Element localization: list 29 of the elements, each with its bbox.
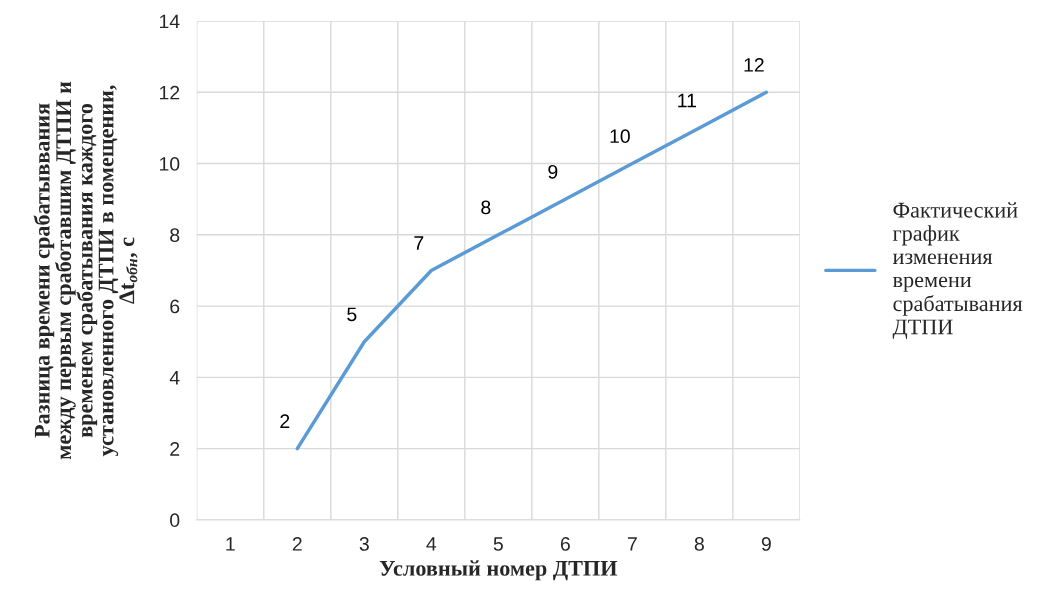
x-tick-label: 9 xyxy=(761,537,771,551)
data-label: 5 xyxy=(347,307,357,322)
data-label: 9 xyxy=(548,164,558,179)
x-axis-title: Условный номер ДТПИ xyxy=(379,560,618,581)
data-label: 11 xyxy=(678,93,696,108)
data-label: 8 xyxy=(481,200,491,215)
y-tick-label: 10 xyxy=(159,157,180,171)
y-tick-label: 2 xyxy=(170,442,180,456)
y-tick-label: 14 xyxy=(159,14,180,29)
y-tick-label: 0 xyxy=(170,513,180,528)
x-tick-label: 7 xyxy=(627,537,637,551)
data-label: 2 xyxy=(280,414,290,428)
y-tick-label: 8 xyxy=(170,228,180,243)
x-tick-label: 1 xyxy=(226,537,235,551)
y-tick-label: 12 xyxy=(159,85,180,100)
y-axis-title: Разница времени срабатыввания между первым сработавшим ДТПИ и временем срабатывания каждого установленного ДТПИ в помещении, Δt$_{обн}$, с xyxy=(33,81,138,460)
x-tick-label: 5 xyxy=(493,537,503,551)
x-tick-label: 8 xyxy=(694,537,704,551)
data-label: 10 xyxy=(610,129,630,144)
legend-label: Фактический график изменения времени срабатывания ДТПИ xyxy=(892,202,1023,339)
y-tick-label: 4 xyxy=(169,371,180,385)
x-tick-label: 3 xyxy=(359,537,369,551)
line-series xyxy=(295,90,769,451)
data-label: 12 xyxy=(744,58,764,72)
x-tick-label: 4 xyxy=(426,537,437,551)
data-label: 7 xyxy=(414,236,424,250)
x-tick-label: 6 xyxy=(560,537,570,551)
y-tick-label: 6 xyxy=(170,299,180,314)
x-tick-label: 2 xyxy=(292,537,302,551)
